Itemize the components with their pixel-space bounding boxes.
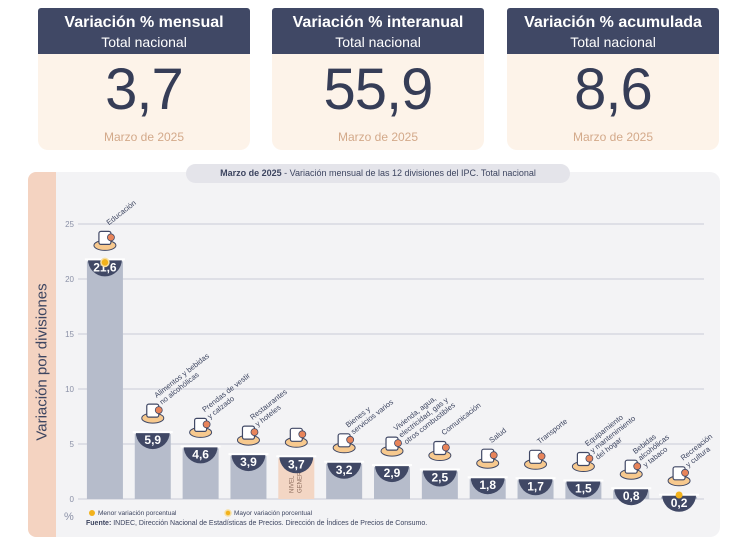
bar <box>86 261 123 499</box>
kpi-card-value: 3,7 <box>105 57 184 122</box>
kpi-card-subtitle: Total nacional <box>570 34 656 50</box>
kpi-card-subtitle: Total nacional <box>335 34 421 50</box>
value-bubble <box>183 446 218 464</box>
category-label-line: Transporte <box>535 417 569 446</box>
chart-title-period: Marzo de 2025 <box>220 168 282 178</box>
bulb-icon <box>380 436 404 457</box>
category-label: Salud <box>487 426 508 445</box>
kpi-card-value: 55,9 <box>323 57 434 122</box>
basket-icon <box>284 427 308 448</box>
category-label: Bienes yservicios varios <box>344 391 395 437</box>
category-label-line: Educación <box>105 198 138 227</box>
sofa-icon <box>571 451 595 472</box>
tools-icon <box>332 433 356 454</box>
y-axis-band <box>28 172 56 537</box>
data-label: 1,5 <box>575 482 592 496</box>
value-bubble <box>662 494 697 512</box>
data-label: 3,7 <box>288 457 305 471</box>
category-label-line: Salud <box>487 426 508 445</box>
kpi-card-header: Variación % mensual Total nacional <box>38 8 250 54</box>
value-bubble <box>327 461 362 479</box>
category-label: Vivienda, agua,electricidad, gas yotros … <box>392 387 457 446</box>
category-label-line: Alimentos y bebidas <box>152 351 211 400</box>
data-label: 5,9 <box>144 433 161 447</box>
kpi-card-header: Variación % interanual Total nacional <box>272 8 484 54</box>
kpi-card-title: Variación % interanual <box>292 14 464 31</box>
bottle-icon <box>619 459 643 480</box>
kpi-card-title: Variación % mensual <box>64 14 224 31</box>
value-bubble <box>135 432 170 450</box>
chart-title-text: - Variación mensual de las 12 divisiones… <box>281 168 536 178</box>
kpi-card: Variación % interanual Total nacional 55,9… <box>272 8 484 150</box>
data-label: 3,2 <box>336 463 353 477</box>
min-marker <box>675 491 683 499</box>
data-label: 2,5 <box>432 471 449 485</box>
legend-max-label: Mayor variación porcentual <box>234 510 313 517</box>
source-label: Fuente: <box>86 520 112 527</box>
kpi-card-period: Marzo de 2025 <box>103 130 185 144</box>
book-icon <box>93 230 117 251</box>
value-bubble <box>87 259 122 277</box>
value-bubble <box>231 454 266 472</box>
data-label: 3,9 <box>240 455 257 469</box>
food-icon <box>141 403 165 424</box>
category-label: Transporte <box>535 417 569 446</box>
value-bubble <box>518 478 553 496</box>
kpi-card-title: Variación % acumulada <box>524 14 702 31</box>
data-label: 0,8 <box>623 489 640 503</box>
value-bubble <box>566 480 601 498</box>
source-text: INDEC, Dirección Nacional de Estadística… <box>111 520 428 527</box>
kpi-card-header: Variación % acumulada Total nacional <box>507 8 719 54</box>
category-label: Restaurantesy hoteles <box>248 387 294 428</box>
kpi-card-value: 8,6 <box>574 57 653 122</box>
max-marker <box>100 257 110 268</box>
value-bubble <box>279 456 314 474</box>
y-tick-label: 20 <box>65 275 74 284</box>
data-label: 21,6 <box>93 260 117 274</box>
data-label: 1,7 <box>527 479 544 493</box>
category-label: Alimentos y bebidasno alcohólicas <box>152 351 216 406</box>
data-label: 4,6 <box>192 447 209 461</box>
y-tick-label: 15 <box>65 330 74 339</box>
data-label: 0,2 <box>671 496 688 510</box>
kpi-card: Variación % acumulada Total nacional 8,6 Ma… <box>507 8 719 150</box>
kpi-card-body: 3,7 Marzo de 2025 <box>38 54 250 150</box>
legend-min-label: Menor variación porcentual <box>98 510 177 517</box>
source-footer: Fuente: INDEC, Dirección Nacional de Est… <box>86 520 427 527</box>
y-tick-label: 0 <box>70 495 75 504</box>
bus-icon <box>524 449 548 470</box>
kpi-card-body: 55,9 Marzo de 2025 <box>272 54 484 150</box>
clothing-icon <box>189 417 213 438</box>
kpi-card-period: Marzo de 2025 <box>337 130 419 144</box>
data-label: 2,9 <box>384 466 401 480</box>
health-icon <box>476 448 500 469</box>
nivel-general-line: GENERAL <box>297 464 303 493</box>
y-tick-label: 25 <box>65 220 74 229</box>
value-bubble <box>422 469 457 487</box>
data-label: 1,8 <box>479 478 496 492</box>
y-unit-label: % <box>64 511 74 523</box>
value-bubble <box>375 465 409 483</box>
category-label: Recreacióny cultura <box>679 432 720 469</box>
y-tick-label: 5 <box>70 440 75 449</box>
y-tick-label: 10 <box>65 385 74 394</box>
restaurant-icon <box>236 425 260 446</box>
value-bubble <box>470 477 505 495</box>
kpi-card: Variación % mensual Total nacional 3,7 Marz… <box>38 8 250 150</box>
nivel-general-line: NIVEL <box>289 475 295 493</box>
legend-max-swatch <box>224 509 232 517</box>
sun-umbrella-icon <box>667 466 691 487</box>
kpi-card-period: Marzo de 2025 <box>572 130 654 144</box>
chart-title: Marzo de 2025 - Variación mensual de las… <box>186 164 570 183</box>
kpi-card-body: 8,6 Marzo de 2025 <box>507 54 719 150</box>
kpi-card-subtitle: Total nacional <box>101 34 187 50</box>
nivel-general-label: NIVEL GENERAL <box>289 464 303 493</box>
value-bubble <box>614 488 649 506</box>
category-label: Educación <box>105 198 138 227</box>
phone-icon <box>428 440 452 461</box>
legend-min-swatch <box>89 510 95 516</box>
